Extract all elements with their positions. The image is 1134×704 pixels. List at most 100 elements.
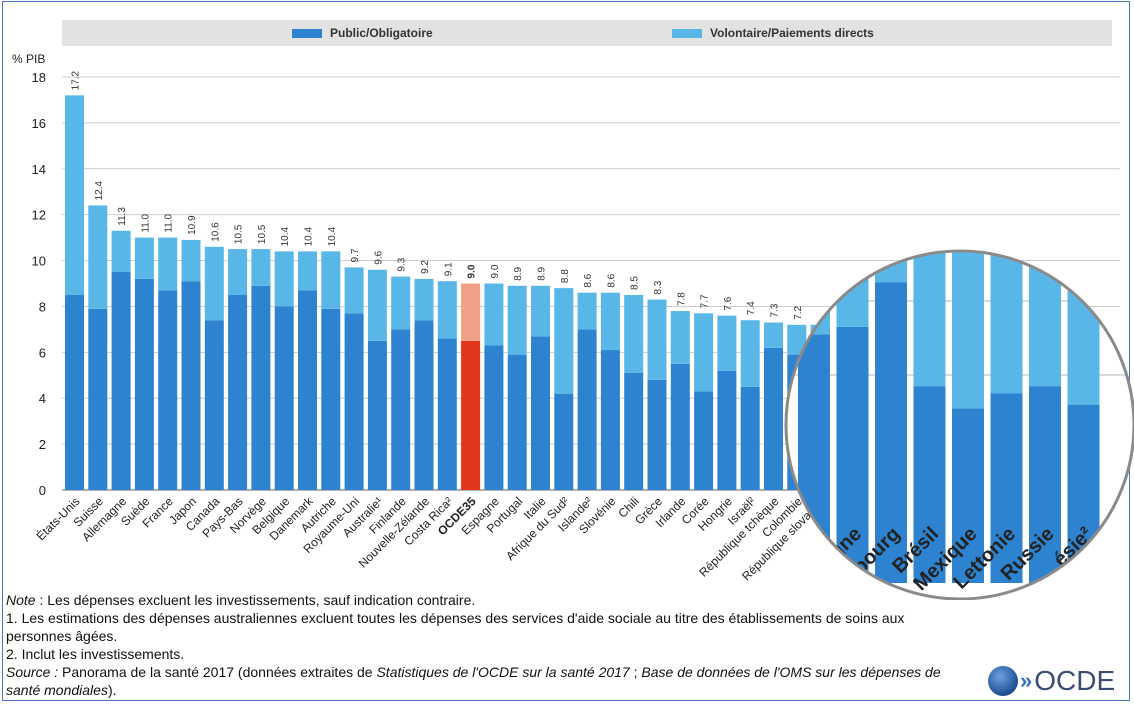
y-tick-label: 6 bbox=[39, 345, 46, 360]
bar-public bbox=[647, 379, 667, 490]
y-tick-label: 18 bbox=[32, 70, 46, 85]
bar-voluntary bbox=[554, 288, 574, 394]
data-label: 17.2 bbox=[71, 70, 82, 90]
bar-voluntary bbox=[391, 276, 411, 330]
source-line: Source : Panorama de la santé 2017 (donn… bbox=[6, 663, 966, 699]
bar-voluntary bbox=[507, 285, 527, 355]
bar-voluntary bbox=[274, 251, 294, 307]
bar-public bbox=[228, 294, 248, 490]
data-label: 8.6 bbox=[606, 273, 617, 287]
bar-public bbox=[414, 320, 434, 490]
bar-public bbox=[65, 294, 84, 490]
magnifier-lens: e6.4gne6.3bourg6.2Brésil5.8Mexique5.7Let… bbox=[786, 222, 1134, 599]
note-2: 2. Inclut les investissements. bbox=[6, 646, 185, 662]
data-label: 9.3 bbox=[397, 257, 408, 271]
bar-public bbox=[158, 290, 178, 490]
y-tick-label: 14 bbox=[32, 162, 46, 177]
y-axis-label: % PIB bbox=[12, 52, 45, 66]
y-tick-label: 16 bbox=[32, 116, 46, 131]
note-label: Note bbox=[6, 592, 36, 608]
data-label: 9.0 bbox=[467, 264, 478, 278]
bar-public bbox=[344, 313, 364, 490]
bar-public bbox=[507, 354, 527, 490]
bar-public bbox=[670, 363, 690, 490]
data-label: 9.2 bbox=[420, 260, 431, 274]
lens-bar-voluntary bbox=[1067, 267, 1100, 405]
bar-voluntary bbox=[65, 95, 84, 295]
bar-public bbox=[134, 278, 154, 490]
bar-public bbox=[437, 338, 457, 490]
lens-bar-public bbox=[875, 282, 907, 583]
data-label: 8.6 bbox=[583, 273, 594, 287]
note-text: : Les dépenses excluent les investisseme… bbox=[35, 592, 476, 608]
lens-bar-voluntary bbox=[836, 251, 869, 327]
y-tick-label: 0 bbox=[39, 483, 46, 498]
lens-data-label: 5.8 bbox=[961, 222, 978, 243]
legend-label-voluntary: Volontaire/Paiements directs bbox=[710, 26, 874, 40]
legend-item-voluntary: Volontaire/Paiements directs bbox=[672, 20, 874, 46]
y-tick-label: 4 bbox=[39, 391, 46, 406]
data-label: 10.5 bbox=[257, 224, 268, 244]
data-label: 7.4 bbox=[746, 301, 757, 315]
bar-voluntary bbox=[158, 237, 178, 291]
data-label: 10.9 bbox=[187, 215, 198, 235]
lens-bar-public bbox=[913, 386, 946, 583]
bar-voluntary bbox=[88, 205, 108, 309]
data-label: 8.5 bbox=[630, 276, 641, 290]
bar-voluntary bbox=[321, 251, 341, 309]
legend-item-public: Public/Obligatoire bbox=[292, 20, 433, 46]
lens-bar-voluntary bbox=[913, 251, 946, 387]
lens-bar-public bbox=[836, 326, 869, 583]
data-label: 8.9 bbox=[513, 266, 524, 280]
bar-public bbox=[577, 329, 597, 490]
data-label: 11.3 bbox=[117, 207, 128, 226]
legend-label-public: Public/Obligatoire bbox=[330, 26, 433, 40]
y-tick-label: 8 bbox=[39, 299, 46, 314]
bar-voluntary bbox=[437, 281, 457, 339]
data-label: 11.0 bbox=[164, 213, 175, 232]
bar-public bbox=[624, 372, 644, 490]
data-label: 10.4 bbox=[327, 226, 338, 246]
bar-voluntary bbox=[461, 283, 481, 341]
bar-voluntary bbox=[367, 269, 387, 341]
legend-swatch-public bbox=[292, 28, 322, 38]
lens-bar-voluntary bbox=[990, 252, 1023, 394]
data-label: 8.9 bbox=[537, 266, 548, 280]
bar-public bbox=[367, 340, 387, 490]
data-label: 10.5 bbox=[234, 224, 245, 244]
chart-legend: Public/Obligatoire Volontaire/Paiements … bbox=[62, 20, 1112, 46]
data-label: 11.0 bbox=[140, 213, 151, 232]
bar-public bbox=[554, 393, 574, 490]
data-label: 12.4 bbox=[94, 181, 105, 201]
lens-bar-voluntary bbox=[952, 251, 984, 409]
bar-public bbox=[204, 320, 224, 490]
data-label: 7.8 bbox=[676, 292, 687, 306]
lens-rim bbox=[784, 249, 1134, 600]
lens-bar-public bbox=[798, 334, 830, 583]
data-label: 7.3 bbox=[770, 303, 781, 317]
bar-public bbox=[531, 336, 550, 490]
data-label: 9.0 bbox=[490, 264, 501, 278]
oecd-logo: » OCDE bbox=[988, 664, 1128, 698]
bar-voluntary bbox=[228, 249, 248, 295]
logo-text: OCDE bbox=[1034, 665, 1116, 696]
bar-public bbox=[274, 306, 294, 490]
bar-voluntary bbox=[111, 230, 131, 273]
bar-public bbox=[694, 391, 714, 490]
lens-data-label: 5.7 bbox=[1000, 226, 1017, 247]
bar-voluntary bbox=[624, 294, 644, 373]
bar-voluntary bbox=[577, 292, 597, 330]
bar-voluntary bbox=[531, 285, 550, 337]
bar-voluntary bbox=[181, 239, 201, 282]
data-label: 9.1 bbox=[443, 262, 454, 276]
source-text-3: ). bbox=[107, 682, 117, 698]
data-label: 7.6 bbox=[723, 296, 734, 310]
data-label: 8.3 bbox=[653, 280, 664, 294]
bar-voluntary bbox=[647, 299, 667, 380]
lens-bar-voluntary bbox=[875, 251, 907, 283]
lens-bar-voluntary bbox=[1029, 264, 1061, 387]
data-label: 7.2 bbox=[793, 305, 804, 319]
bar-public bbox=[298, 290, 317, 490]
bar-voluntary bbox=[484, 283, 504, 346]
